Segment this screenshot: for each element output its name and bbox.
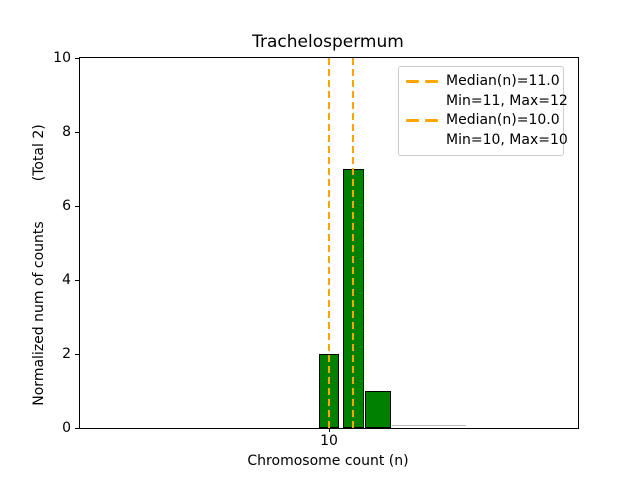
legend-label: Min=11, Max=12 — [446, 92, 568, 109]
median-line — [352, 58, 355, 428]
legend-entry: Median(n)=11.0 — [406, 72, 560, 92]
y-axis-label: Normalized num of counts (Total 2) — [31, 124, 47, 406]
y-tick-label: 8 — [62, 124, 71, 140]
legend-label: Median(n)=11.0 — [446, 73, 560, 89]
y-tick-label: 10 — [53, 50, 71, 66]
y-tick-mark — [75, 427, 79, 429]
y-tick-label: 2 — [62, 346, 71, 362]
dashed-line-icon — [406, 119, 439, 123]
y-tick-label: 6 — [62, 198, 71, 214]
y-tick-label: 0 — [62, 420, 71, 436]
legend: Median(n)=11.0 Min=11, Max=12 Median(n)=10… — [398, 66, 568, 156]
y-tick-mark — [75, 279, 79, 281]
chart-title: Trachelospermum — [252, 32, 404, 52]
legend-entry: Median(n)=10.0 — [406, 111, 560, 131]
histogram-bar — [364, 391, 391, 428]
x-axis-label: Chromosome count (n) — [247, 453, 409, 469]
x-tick-label: 10 — [320, 433, 338, 449]
dashed-line-icon — [406, 80, 439, 84]
y-tick-mark — [75, 57, 79, 59]
zero-height-bin-baseline — [392, 425, 466, 426]
y-tick-mark — [75, 205, 79, 207]
legend-label: Min=10, Max=10 — [446, 131, 568, 148]
legend-label: Median(n)=10.0 — [446, 112, 560, 128]
y-tick-label: 4 — [62, 272, 71, 288]
y-tick-mark — [75, 131, 79, 133]
x-tick-mark — [328, 428, 330, 432]
median-line — [328, 58, 330, 428]
y-tick-mark — [75, 353, 79, 355]
legend-entry: Min=10, Max=10 — [406, 131, 568, 151]
legend-entry: Min=11, Max=12 — [406, 92, 568, 112]
